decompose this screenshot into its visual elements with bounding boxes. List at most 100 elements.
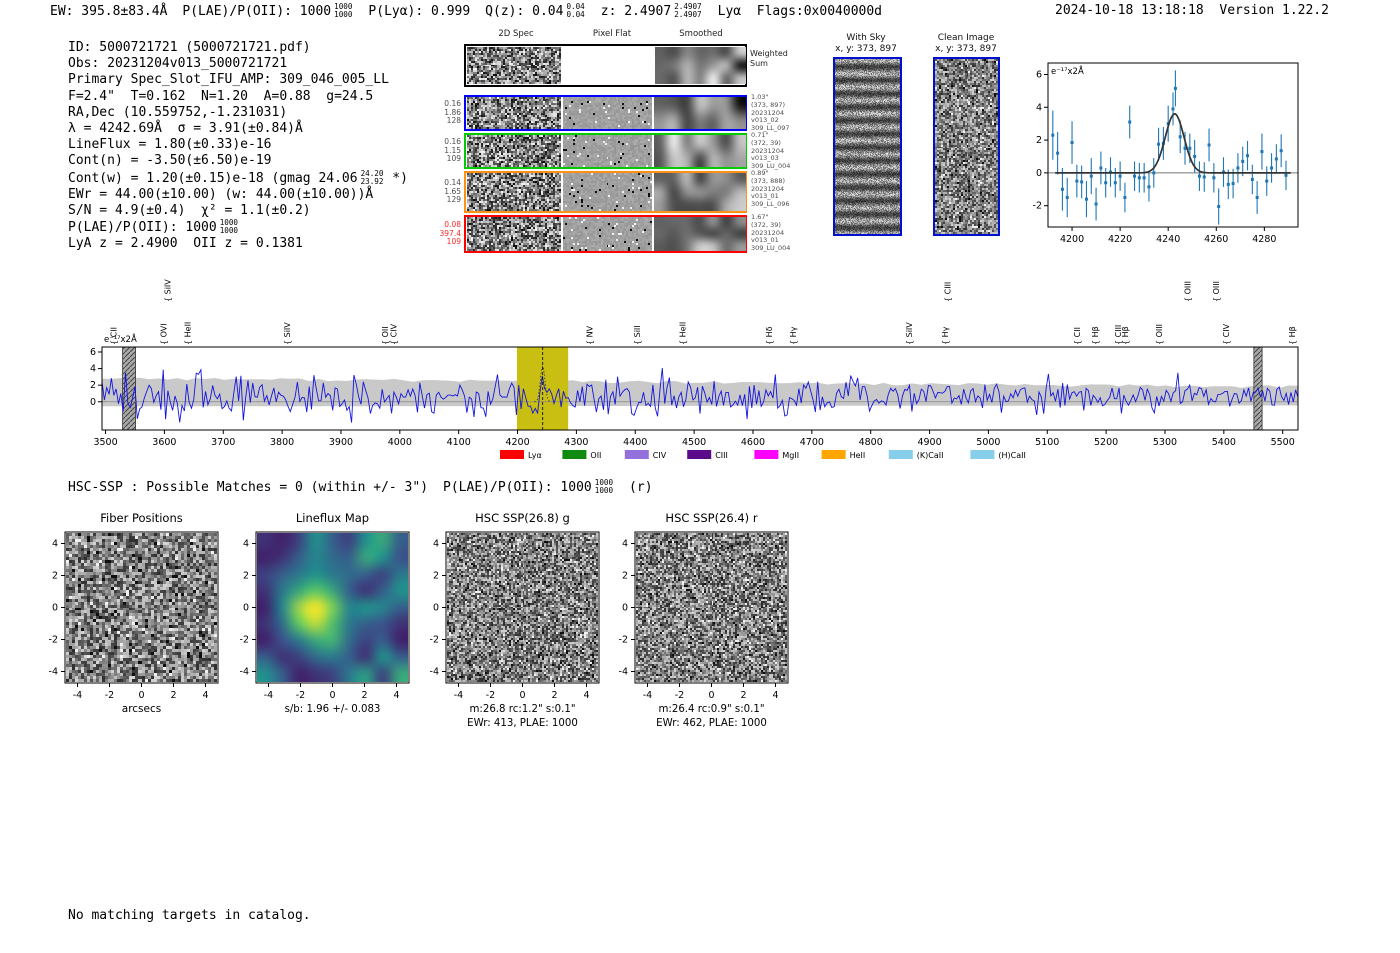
fiber-info-line: (372, 39) xyxy=(751,220,781,229)
info-line: S/N = 4.9(±0.4) χ² = 1.1(±0.2) xyxy=(68,203,408,219)
info-line: P(LAE)/P(OII): 1000 1000 1000 xyxy=(68,219,408,236)
emission-line-label: { OVI xyxy=(160,323,169,345)
svg-text:-4: -4 xyxy=(454,690,463,701)
fiber-info-line: 0.71" xyxy=(751,131,769,139)
stat-line: 397.4 xyxy=(439,228,461,238)
legend-label: (H)CaII xyxy=(998,451,1025,460)
cutout-title: Lineflux Map xyxy=(296,511,369,525)
spec2d-row-smoothed-image xyxy=(654,135,746,167)
legend-swatch xyxy=(754,450,779,459)
cutout-image-2 xyxy=(447,533,598,682)
legend-label: Lyα xyxy=(528,451,542,460)
fiber-info-line: 309_LL_096 xyxy=(751,200,790,209)
spec2d-row-left-stats: 0.08 397.4 109 xyxy=(419,220,461,247)
info-line: RA,Dec (10.559752,-1.231031) xyxy=(68,105,408,121)
emission-line-label: { CIV xyxy=(389,323,398,345)
cutout-caption-1: m:26.8 rc:1.2" s:0.1" xyxy=(469,704,575,715)
svg-text:-4: -4 xyxy=(49,667,58,678)
fraction-bottom: 1000 xyxy=(334,10,353,19)
svg-text:2: 2 xyxy=(90,380,96,391)
svg-text:5300: 5300 xyxy=(1153,437,1177,448)
fraction-top: 1000 xyxy=(219,218,239,228)
svg-text:2: 2 xyxy=(170,690,176,701)
emission-line-label: { OIII xyxy=(1155,324,1164,345)
svg-text:6: 6 xyxy=(90,347,96,358)
stacked-fraction: 1000 1000 xyxy=(595,479,613,495)
text-segment: HSC-SSP : Possible Matches = 0 (within +… xyxy=(68,480,429,495)
fiber-info-line: 1.67" xyxy=(751,213,769,221)
legend-swatch xyxy=(687,450,712,459)
svg-text:-2: -2 xyxy=(675,690,684,701)
text-segment: EW: 395.8±83.4Å xyxy=(50,4,168,19)
fiber-info-line: 20231204 xyxy=(751,146,785,155)
cutout-title: HSC SSP(26.8) g xyxy=(475,511,570,525)
fraction-top: 2.4907 xyxy=(674,2,702,11)
svg-text:3500: 3500 xyxy=(93,437,117,448)
fiber-info-line: 309_LU_004 xyxy=(751,244,791,253)
fiber-info-line: 20231204 xyxy=(751,184,785,193)
text-segment: P(LAE)/P(OII): 1000 xyxy=(68,220,217,236)
text-segment: *) xyxy=(384,170,408,186)
svg-text:5500: 5500 xyxy=(1271,437,1295,448)
stacked-fraction: 0.04 0.04 xyxy=(566,3,584,19)
fiber-info-line: v013_01 xyxy=(751,192,779,201)
svg-text:4: 4 xyxy=(583,690,589,701)
emission-line-label: { SiIV xyxy=(163,279,172,302)
text-segment: P(Lyα): 0.999 xyxy=(368,4,471,19)
fraction-top: 0.04 xyxy=(566,2,585,11)
sky-panel-name: Clean Image xyxy=(937,33,995,43)
svg-text:4100: 4100 xyxy=(447,437,471,448)
spec2d-column-header: Pixel Flat xyxy=(592,29,632,39)
sky-panel-border xyxy=(933,57,1000,236)
info-line: LyA z = 2.4900 OII z = 0.1381 xyxy=(68,236,408,252)
text-segment: EWr = 44.00(±10.00) (w: 44.00(±10.00))Å xyxy=(68,186,374,202)
cutout-caption-2: EWr: 413, PLAE: 1000 xyxy=(467,718,578,729)
text-segment: ID: 5000721721 (5000721721.pdf) xyxy=(68,40,311,55)
svg-text:-4: -4 xyxy=(619,667,628,678)
svg-text:0: 0 xyxy=(52,603,58,614)
svg-text:2: 2 xyxy=(52,571,58,582)
stat-line: 128 xyxy=(446,116,461,126)
spec2d-column-header: 2D Spec xyxy=(498,29,534,39)
stat-line: 0.16 xyxy=(444,137,461,146)
fiber-info-line: v013_03 xyxy=(751,154,779,163)
spec2d-row-left-stats: 0.14 1.65 129 xyxy=(419,178,461,205)
cutout-caption-2: EWr: 462, PLAE: 1000 xyxy=(656,718,767,729)
header-segment: P(LAE)/P(OII): 1000 1000 1000 xyxy=(182,3,353,20)
emission-line-label: { CII xyxy=(1073,327,1082,345)
fiber-info-line: (372, 39) xyxy=(751,138,781,147)
stat-line: 109 xyxy=(446,237,461,247)
header-segment: Lyα Flags:0x0040000d xyxy=(718,4,882,19)
text-segment: z: 2.4907 xyxy=(600,4,672,19)
svg-text:3900: 3900 xyxy=(329,437,353,448)
sky-panel-title: With Sky x, y: 373, 897 xyxy=(806,33,926,54)
svg-text:4240: 4240 xyxy=(1156,234,1180,245)
svg-text:0: 0 xyxy=(90,397,96,408)
svg-text:5200: 5200 xyxy=(1094,437,1118,448)
svg-text:-4: -4 xyxy=(264,690,273,701)
fiber-info-line: 309_LL_097 xyxy=(751,124,790,133)
clean-image xyxy=(935,59,998,234)
svg-text:4: 4 xyxy=(243,539,249,550)
emission-line-label: { Hβ xyxy=(1091,326,1100,345)
emission-line-label: { OIII xyxy=(1183,281,1192,302)
svg-text:2: 2 xyxy=(243,571,249,582)
fiber-info-line: 20231204 xyxy=(751,228,785,237)
fiber-info-line: (373, 897) xyxy=(751,100,786,109)
text-segment: Lyα Flags:0x0040000d xyxy=(717,4,883,19)
spec2d-row-pixelflat-image xyxy=(563,135,652,167)
stat-line: 0.08 xyxy=(444,220,461,229)
header-meta: 2024-10-18 13:18:18 Version 1.22.2 xyxy=(1055,3,1329,18)
cutout-caption-1: m:26.4 rc:0.9" s:0.1" xyxy=(658,704,764,715)
info-line: F=2.4" T=0.162 N=1.20 A=0.88 g=24.5 xyxy=(68,89,408,105)
svg-text:0: 0 xyxy=(329,690,335,701)
svg-text:5400: 5400 xyxy=(1212,437,1236,448)
emission-line-label: { Hδ xyxy=(765,326,774,345)
legend-label: (K)CaII xyxy=(917,451,944,460)
emission-line-label: { Hγ xyxy=(941,326,950,345)
stacked-fraction: 24.20 23.92 xyxy=(361,169,384,186)
fraction-bottom: 0.04 xyxy=(566,10,585,19)
fiber-info-line: 1.03" xyxy=(751,93,769,101)
svg-text:0: 0 xyxy=(622,603,628,614)
text-segment: Cont(n) = -3.50(±6.50)e-19 xyxy=(68,153,272,169)
